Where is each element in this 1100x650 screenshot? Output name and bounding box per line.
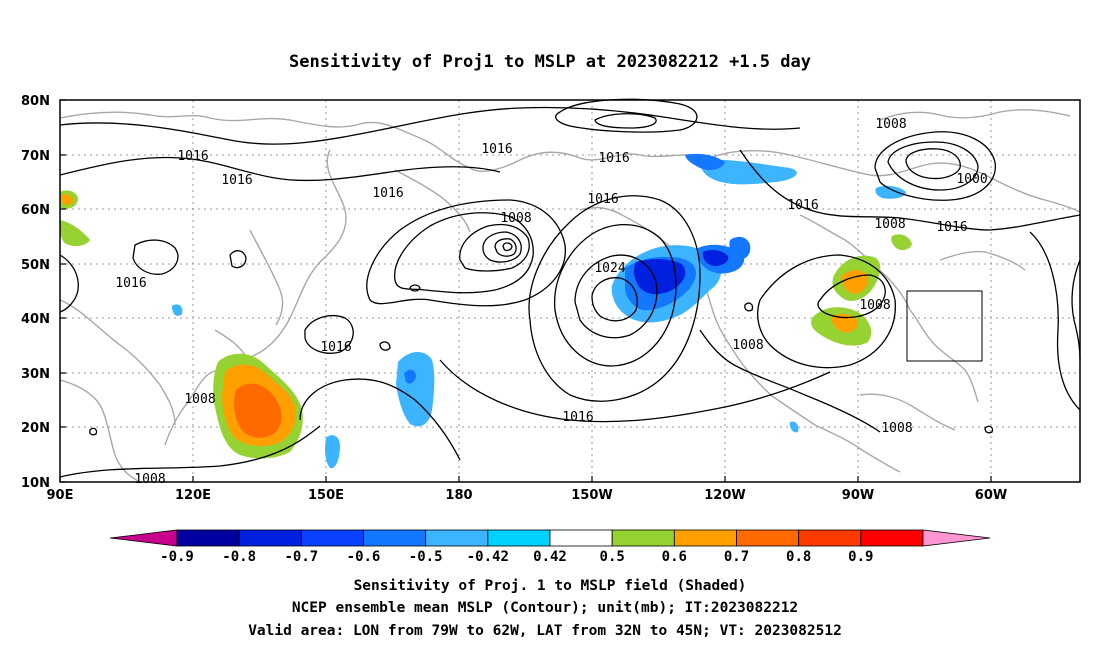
- isobar-label: 1008: [875, 117, 906, 132]
- colorbar-box: [363, 529, 427, 547]
- lat-tick-label: 50N: [21, 258, 50, 273]
- lon-tick-label: 120E: [175, 488, 211, 503]
- isobar-label: 1016: [320, 340, 351, 355]
- lon-tick-label: 60W: [975, 488, 1007, 503]
- caption-line-2: NCEP ensemble mean MSLP (Contour); unit(…: [292, 600, 798, 616]
- isobar-label: 1008: [881, 421, 912, 436]
- lat-tick-label: 60N: [21, 203, 50, 218]
- isobar-label: 1016: [221, 173, 252, 188]
- neg-sens-canada-north-core: [685, 153, 725, 170]
- colorbar-arrow-low: [109, 529, 178, 547]
- colorbar-box: [673, 529, 737, 547]
- colorbar-arrow-high: [922, 529, 991, 547]
- sensitivity-shading: [60, 153, 912, 469]
- colorbar-box: [611, 529, 675, 547]
- neg-sens-coast-core: [702, 249, 729, 266]
- lat-tick-label: 70N: [21, 149, 50, 164]
- neg-sens-china: [172, 304, 183, 316]
- pos-sens-labrador: [891, 234, 912, 251]
- isobar-label: 1008: [874, 217, 905, 232]
- lat-tick-label: 30N: [21, 367, 50, 382]
- map-title: Sensitivity of Proj1 to MSLP at 20230822…: [289, 52, 811, 72]
- lon-tick-label: 150W: [571, 488, 612, 503]
- lon-tick-label: 150E: [308, 488, 344, 503]
- lon-axis: 90E 120E 150E 180 150W 120W 90W 60W: [47, 488, 1008, 503]
- isobar-label: 1016: [481, 142, 512, 157]
- lon-tick-label: 120W: [704, 488, 745, 503]
- colorbar-label: -0.7: [284, 549, 318, 565]
- map-frame: [59, 99, 1081, 483]
- valid-area-box: [906, 290, 983, 362]
- isobar-label: 1016: [787, 198, 818, 213]
- isobar-label: 1016: [587, 192, 618, 207]
- isobar-label: 1008: [500, 211, 531, 226]
- isobar-label: 1008: [184, 392, 215, 407]
- pos-sens-west-pacific-core: [234, 383, 282, 438]
- colorbar-box: [176, 529, 240, 547]
- frame-ticks: [59, 99, 992, 483]
- colorbar-box: [425, 529, 489, 547]
- colorbar-box: [736, 529, 800, 547]
- isobar-label: 1016: [372, 186, 403, 201]
- isobar-label: 1024: [594, 261, 625, 276]
- lat-tick-label: 80N: [21, 94, 50, 109]
- colorbar: -0.9 -0.8 -0.7 -0.6 -0.5 -0.42 0.42 0.5 0.6 0.7 0.…: [109, 529, 991, 565]
- isobar-label: 1008: [732, 338, 763, 353]
- neg-sens-hawaii: [325, 435, 340, 469]
- colorbar-box: [798, 529, 862, 547]
- colorbar-box: [860, 529, 924, 547]
- colorbar-label: 0.5: [600, 549, 625, 565]
- isobar-label: 1016: [562, 410, 593, 425]
- neg-sens-canada-north: [700, 159, 797, 185]
- colorbar-label: 0.7: [724, 549, 749, 565]
- isobar-label: 1016: [598, 151, 629, 166]
- isobar-label: 1008: [859, 298, 890, 313]
- lat-tick-label: 20N: [21, 421, 50, 436]
- pos-sens-asia-north-core: [62, 194, 74, 205]
- neg-sens-hudson: [875, 185, 906, 199]
- lon-tick-label: 90E: [47, 488, 74, 503]
- neg-sens-midpacific-core: [404, 369, 416, 384]
- isobar-label: 1016: [177, 149, 208, 164]
- pos-sens-asia-west: [60, 220, 90, 247]
- colorbar-label: -0.9: [160, 549, 194, 565]
- isobar-label: 1008: [134, 472, 165, 487]
- caption-line-1: Sensitivity of Proj. 1 to MSLP field (Sh…: [354, 578, 747, 594]
- isobar-label: 1000: [956, 172, 987, 187]
- colorbar-label: 0.8: [786, 549, 811, 565]
- lat-tick-label: 40N: [21, 312, 50, 327]
- colorbar-label: -0.42: [467, 549, 509, 565]
- lat-axis: 80N 70N 60N 50N 40N 30N 20N 10N: [21, 94, 50, 491]
- map-panel: 1016 1016 1016 1016 1016 1016 1016 1016 …: [59, 98, 1081, 487]
- neg-sens-mexico: [789, 421, 799, 433]
- mslp-isobars: [59, 98, 1081, 478]
- lat-tick-label: 10N: [21, 476, 50, 491]
- neg-sens-pacific-core: [633, 259, 686, 295]
- isobar-labels: 1016 1016 1016 1016 1016 1016 1016 1016 …: [115, 117, 987, 487]
- colorbar-label: 0.42: [533, 549, 567, 565]
- isobar-label: 1016: [115, 276, 146, 291]
- lon-tick-label: 90W: [842, 488, 874, 503]
- pos-sens-plains-core: [831, 314, 858, 333]
- colorbar-label: -0.5: [409, 549, 443, 565]
- colorbar-label: 0.6: [662, 549, 687, 565]
- colorbar-box: [238, 529, 302, 547]
- colorbar-label: -0.6: [347, 549, 381, 565]
- colorbar-box: [549, 529, 613, 547]
- isobar-label: 1016: [936, 220, 967, 235]
- neg-sens-bc: [729, 236, 751, 260]
- colorbar-box: [487, 529, 551, 547]
- colorbar-label: -0.8: [222, 549, 256, 565]
- colorbar-label: 0.9: [848, 549, 873, 565]
- caption-line-3: Valid area: LON from 79W to 62W, LAT fro…: [248, 623, 842, 639]
- lon-tick-label: 180: [445, 488, 472, 503]
- colorbar-box: [300, 529, 364, 547]
- neg-sens-midpacific: [396, 351, 435, 427]
